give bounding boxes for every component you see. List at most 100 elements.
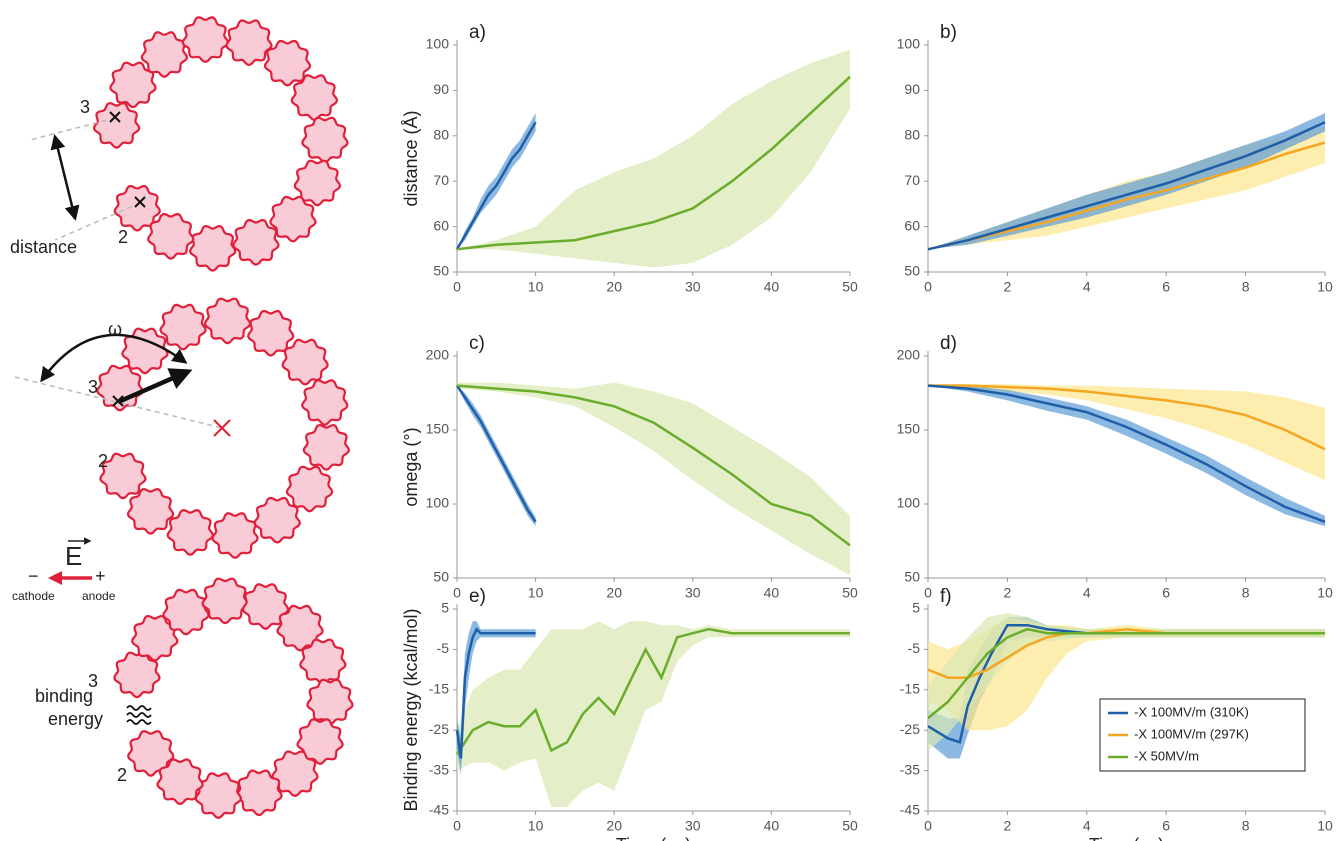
y-tick-label: -45 [900,802,920,818]
x-tick-label: 40 [764,818,780,834]
bead [156,758,204,806]
y-tick-label: 70 [904,172,920,188]
bead [247,310,295,357]
band [928,385,1325,527]
band [457,382,850,575]
y-tick-label: -15 [429,681,449,697]
bead [301,379,349,426]
x-tick-label: 0 [924,585,932,601]
x-tick-label: 6 [1162,818,1170,834]
bead [201,577,249,625]
angle-arc [40,333,188,383]
band [928,384,1325,481]
y-tick-label: 100 [426,495,450,511]
schematic-overlay [14,111,231,725]
legend-box [1099,698,1306,772]
y-tick-label: -5 [908,640,921,656]
label: binding [35,686,93,706]
distance-arrow [50,134,80,221]
bead [302,424,351,471]
panel-title: f) [940,586,952,607]
y-tick-label: 50 [433,263,449,279]
label: anode [82,589,116,603]
cross [109,111,146,208]
line [927,627,1325,720]
x-tick-label: 4 [1083,818,1091,834]
bead [225,19,273,67]
bead [281,338,329,386]
bead [301,116,349,164]
bead [232,218,280,266]
x-tick-label: 8 [1242,818,1250,834]
y-tick-label: 5 [441,600,449,616]
bead [269,195,317,243]
line [456,75,851,251]
x-tick-label: 50 [842,585,858,601]
y-tick-label: 80 [904,127,920,143]
panel-title: d) [940,333,957,354]
line [455,627,536,759]
bead [162,588,210,636]
x-tick-label: 10 [528,279,544,295]
y-tick-label: -45 [429,802,449,818]
y-tick-label: -35 [429,761,449,777]
line [455,627,850,756]
legend-label: -X 100MV/m (297K) [1134,726,1249,741]
y-tick-label: 60 [904,217,920,233]
y-tick-label: -25 [429,721,449,737]
x-tick-label: 30 [685,585,701,601]
bead-label: 3 [88,377,98,397]
bead [271,750,319,798]
panel: 50 100 150 200 0 2 4 6 8 10 d) [897,333,1333,601]
band [457,385,536,527]
x-tick-label: 2 [1004,279,1012,295]
y-tick-label: -35 [900,761,920,777]
x-tick-label: 0 [924,279,932,295]
y-tick-label: 50 [904,263,920,279]
bead [241,583,290,630]
x-tick-label: 10 [1317,585,1333,601]
x-tick-label: 10 [1317,818,1333,834]
bead [166,509,214,556]
bead-label: 2 [98,451,108,471]
legend-label: -X 50MV/m [1134,748,1199,763]
x-tick-label: 6 [1162,585,1170,601]
x-tick-label: 20 [606,818,622,834]
guide-line [29,117,116,141]
bead [92,102,141,149]
panel: -45-35-25-15-550 10 20 30 40 50e)Binding ener… [401,586,858,841]
y-axis-label: Binding energy (kcal/mol) [401,608,421,811]
panel-title: b) [940,22,957,43]
x-axis-label: Time (ns) [616,835,691,841]
bead [113,185,161,232]
x-tick-label: 10 [528,585,544,601]
band [928,113,1325,250]
y-tick-label: 200 [897,347,921,363]
panel: 50 60 70 80 90 100 0 10 20 30 40 50 a) distance (Å) [401,22,858,295]
x-tick-label: 30 [685,279,701,295]
label: energy [48,709,103,729]
x-tick-label: 0 [453,279,461,295]
line [455,121,537,250]
bead [109,61,157,109]
y-tick-label: -15 [900,681,920,697]
band [457,621,536,775]
x-tick-label: 8 [1242,279,1250,295]
y-tick-label: -5 [437,640,450,656]
x-tick-label: 4 [1083,279,1091,295]
y-tick-label: 80 [433,127,449,143]
line [927,141,1326,251]
y-axis-label: omega (°) [401,427,421,506]
x-tick-label: 30 [685,818,701,834]
panel: 50 100 150 200 0 10 20 30 40 50 c) omega (°) [401,333,858,601]
bead [140,31,189,78]
x-tick-label: 20 [606,279,622,295]
y-tick-label: 100 [426,36,450,52]
x-tick-label: 50 [842,818,858,834]
y-tick-label: 70 [433,172,449,188]
x-tick-label: 8 [1242,585,1250,601]
band [457,49,850,268]
